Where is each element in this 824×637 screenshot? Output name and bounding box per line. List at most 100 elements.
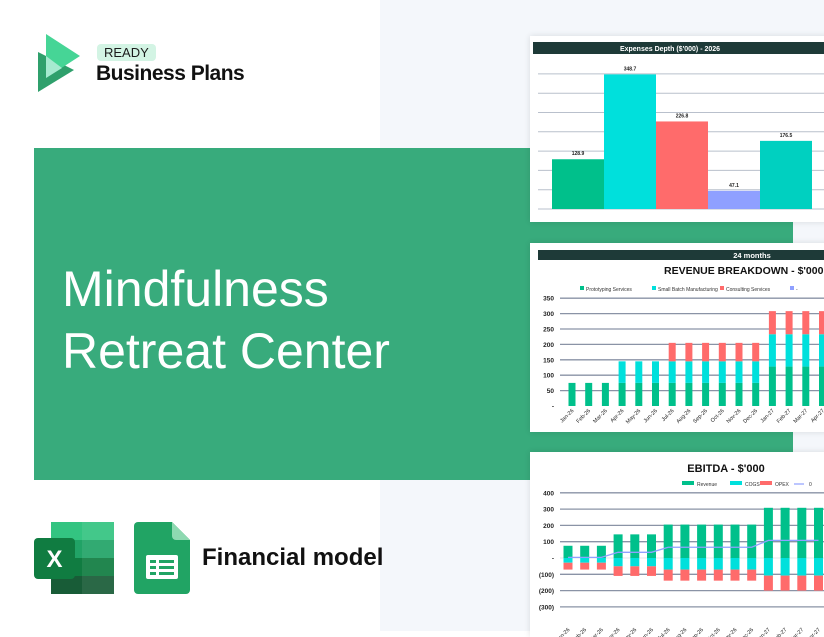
data-label: 47.1 (729, 183, 739, 189)
bar-segment (785, 334, 793, 367)
bar-segment (747, 524, 757, 558)
y-tick-label: 50 (547, 388, 555, 395)
bar-segment (785, 366, 793, 406)
excel-icon: X (34, 522, 114, 594)
bar-segment (819, 334, 824, 367)
bar-segment (718, 382, 726, 406)
bar-segment (680, 558, 690, 570)
bar-segment (663, 558, 673, 570)
bar-segment (730, 524, 740, 558)
bar-segment (563, 562, 573, 570)
x-tick-label: Jun-26 (639, 627, 655, 637)
bar-segment (647, 566, 656, 576)
bar-segment (763, 507, 773, 558)
x-tick-label: May-26 (625, 408, 642, 425)
x-tick-label: Dec-26 (742, 408, 759, 425)
bar-segment (713, 569, 723, 581)
bar-segment (618, 382, 626, 406)
financial-model-label: Financial model (202, 544, 384, 571)
bar-segment (718, 361, 726, 383)
chart-title: EBITDA - $'000 (687, 463, 764, 475)
bar-segment (635, 382, 643, 406)
bar-segment (613, 566, 623, 576)
bar-segment (668, 361, 676, 383)
x-tick-label: Mar-27 (793, 408, 810, 425)
bar-segment (596, 545, 606, 558)
bar-segment (663, 569, 673, 581)
legend-swatch (790, 286, 794, 290)
legend-label: 0 (809, 482, 812, 488)
y-tick-label: 100 (543, 373, 554, 380)
legend-label: Small Batch Manufacturing (658, 287, 718, 293)
chart-header-bar (538, 250, 824, 260)
bar-segment (680, 569, 690, 581)
x-tick-label: Oct-26 (710, 408, 726, 424)
revenue-breakdown-chart: 24 months REVENUE BREAKDOWN - $'000 - 50 1… (538, 250, 824, 425)
bar-segment (752, 342, 760, 362)
google-sheets-icon (134, 522, 190, 594)
data-label: 348.7 (624, 66, 637, 72)
bar-segment (814, 558, 823, 576)
y-tick-label: 250 (543, 327, 554, 334)
brand-name: Business Plans (96, 62, 245, 85)
x-tick-label: Sep-26 (688, 627, 705, 637)
bar-segment (697, 524, 707, 558)
expenses-chart: Expenses Depth ($'000) - 2026 128.9 348.7… (533, 42, 824, 210)
bar-segment (647, 558, 656, 567)
bar-segment (735, 361, 743, 383)
ebitda-line (568, 539, 819, 558)
bar-segment (680, 524, 690, 558)
bar (760, 140, 812, 209)
bar-segment (702, 361, 710, 383)
ebitda-chart-card: EBITDA - $'000 (300) (200) (100) - 100 200 300… (530, 452, 824, 637)
bar-segment (763, 558, 773, 576)
bar-segment (580, 562, 590, 570)
bar-segment (580, 545, 590, 558)
data-label: 226.8 (676, 113, 689, 119)
bar-segment (613, 534, 623, 558)
x-tick-label: Jun-26 (643, 408, 659, 424)
legend-label: - (796, 287, 798, 293)
x-tick-label: Mar-26 (592, 408, 609, 425)
bar-segment (718, 342, 726, 362)
legend-label: OPEX (775, 482, 790, 488)
bar-segment (763, 575, 773, 591)
x-tick-label: Mar-26 (588, 627, 605, 637)
bar-segment (797, 507, 807, 558)
x-tick-label: Aug-26 (672, 627, 689, 637)
x-tick-label: Feb-27 (776, 408, 793, 425)
bar-segment (780, 558, 790, 576)
chart-header-bar (533, 42, 824, 54)
legend-swatch (580, 286, 584, 290)
bar-segment (563, 545, 573, 558)
bar-segment (652, 361, 659, 383)
x-tick-label: May-26 (621, 627, 638, 637)
bar-segment (797, 575, 807, 591)
bar-segment (702, 382, 710, 406)
x-tick-label: Dec-26 (738, 627, 755, 637)
bar-segment (596, 562, 606, 570)
bar-segment (685, 342, 693, 362)
bar-segment (713, 524, 723, 558)
x-tick-label: Feb-26 (572, 627, 589, 637)
bar-segment (585, 382, 593, 406)
y-tick-label: 150 (543, 357, 554, 364)
x-tick-label: Jul-26 (657, 627, 672, 637)
x-tick-label: Feb-26 (576, 408, 593, 425)
bar-segment (647, 534, 656, 558)
y-tick-label: 300 (543, 311, 554, 318)
legend-label: Revenue (697, 482, 717, 488)
bar-segment (752, 361, 760, 383)
x-tick-label: Aug-26 (676, 408, 693, 425)
bar (656, 121, 708, 209)
bar-segment (752, 382, 760, 406)
y-tick-label: 100 (543, 539, 554, 546)
data-label: 128.9 (572, 151, 585, 157)
x-tick-label: Mar-27 (789, 627, 806, 637)
revenue-chart-card: 24 months REVENUE BREAKDOWN - $'000 - 50 1… (530, 243, 824, 432)
bar-segment (768, 311, 776, 335)
bar-segment (613, 558, 623, 567)
bar-segment (697, 558, 707, 570)
bar-segment (601, 382, 609, 406)
bar-segment (814, 575, 823, 591)
